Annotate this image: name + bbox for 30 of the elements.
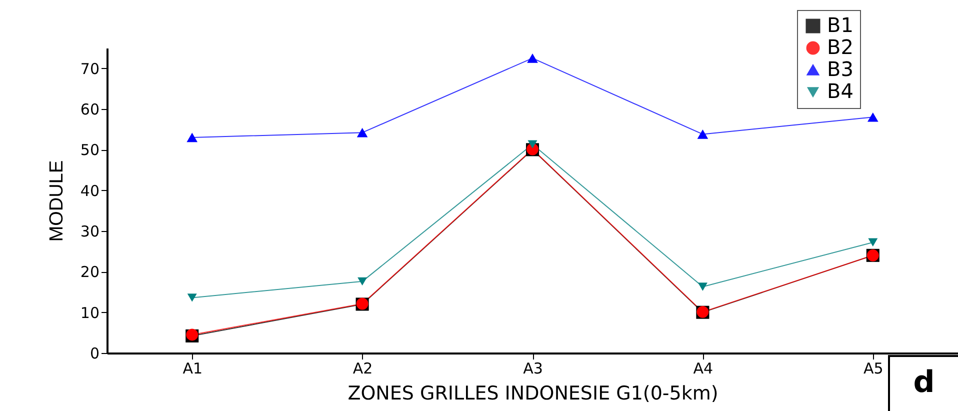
legend-label: B4 xyxy=(827,79,854,103)
point xyxy=(528,140,538,148)
y-tick-label: 50 xyxy=(80,141,100,160)
legend-label: B3 xyxy=(827,57,854,81)
point xyxy=(186,132,198,142)
y-tick-label: 10 xyxy=(80,304,100,322)
point xyxy=(868,238,878,246)
point xyxy=(527,53,538,63)
point xyxy=(356,128,368,138)
y-tick-label: 30 xyxy=(80,222,100,240)
point xyxy=(187,294,197,302)
legend-label: B2 xyxy=(827,35,854,59)
point xyxy=(868,112,878,122)
x-tick-label: A5 xyxy=(863,360,884,378)
x-tick-label: A4 xyxy=(693,360,714,378)
y-tick-label: 40 xyxy=(80,182,100,200)
x-tick-label: A3 xyxy=(523,360,543,378)
point xyxy=(358,277,368,286)
point xyxy=(698,282,708,291)
y-tick-label: 60 xyxy=(80,100,100,118)
point xyxy=(697,130,708,139)
x-axis-title: ZONES GRILLES INDONESIE G1(0-5km) xyxy=(348,382,718,404)
legend-label: B1 xyxy=(827,13,854,37)
x-tick-label: A2 xyxy=(352,360,373,378)
text: d xyxy=(888,355,958,411)
y-tick-label: 70 xyxy=(80,60,100,78)
y-tick-label: 20 xyxy=(80,263,100,282)
x-tick-label: A1 xyxy=(182,360,203,378)
y-axis-title: MODULE xyxy=(46,160,68,242)
y-tick-label: 0 xyxy=(90,344,100,362)
